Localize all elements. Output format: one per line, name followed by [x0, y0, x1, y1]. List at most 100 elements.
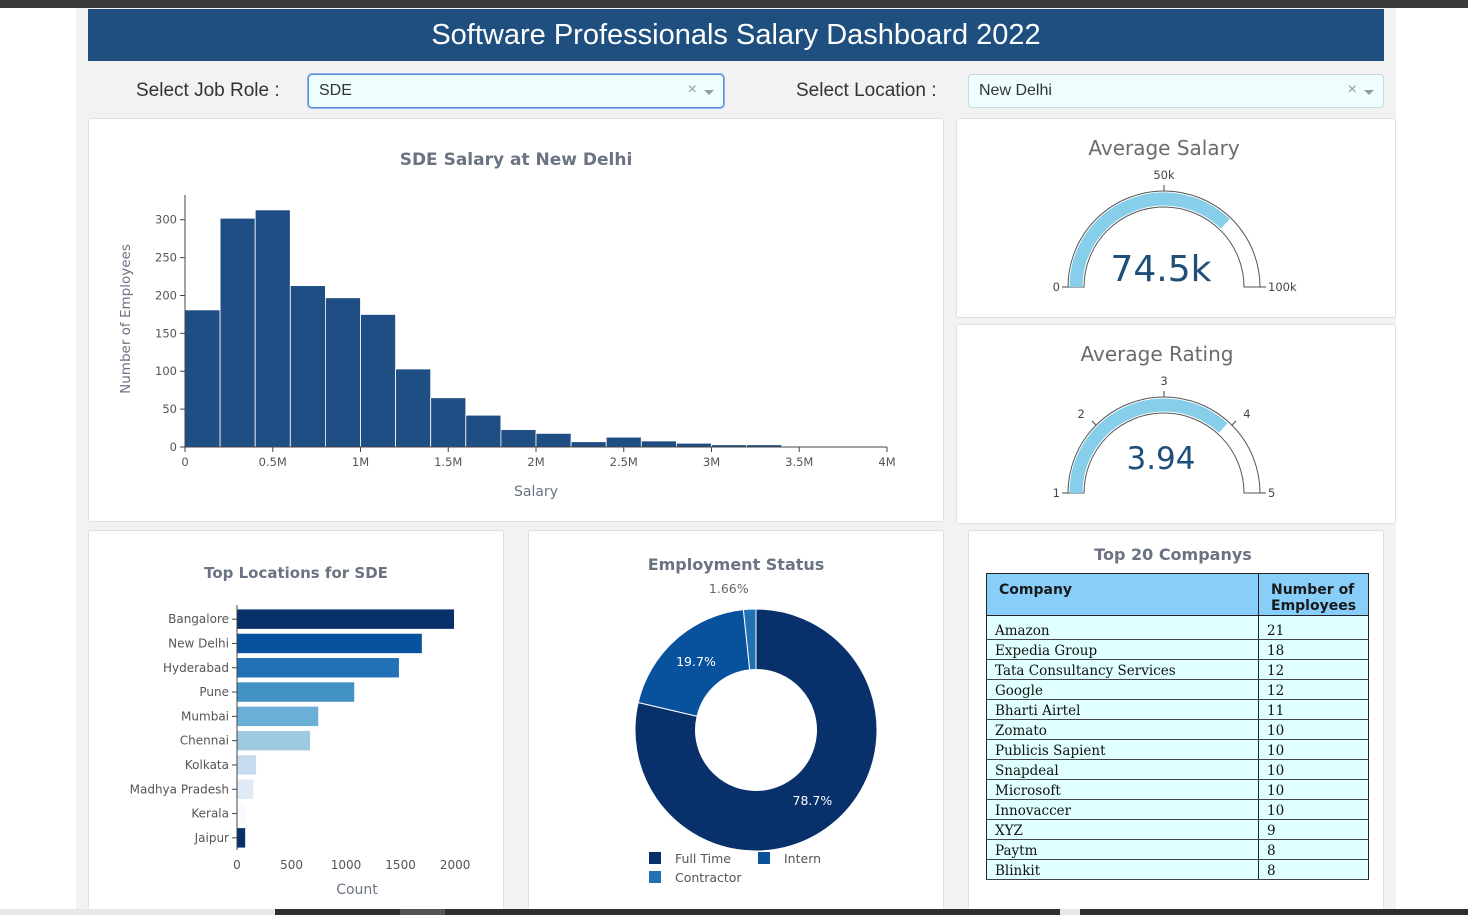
company-name-cell: Blinkit — [986, 859, 1259, 880]
company-column-header[interactable]: Company — [986, 573, 1259, 616]
dashboard-title: Software Professionals Salary Dashboard … — [88, 9, 1384, 61]
location-category-label: Kerala — [191, 807, 229, 821]
gauge-track — [1067, 396, 1261, 494]
location-bar[interactable] — [237, 828, 246, 848]
x-tick-label: 2M — [527, 455, 544, 469]
employee-count-cell: 10 — [1258, 719, 1369, 740]
job-role-value: SDE — [319, 82, 352, 99]
location-bar[interactable] — [237, 803, 247, 824]
donut-slice[interactable] — [637, 609, 751, 717]
legend-label[interactable]: Intern — [784, 851, 821, 866]
histogram-y-axis-label: Number of Employees — [118, 244, 134, 394]
y-tick-label: 250 — [155, 251, 177, 265]
window-top-strip — [0, 0, 1468, 8]
histogram-bar[interactable] — [254, 209, 291, 448]
gauge-track — [1067, 190, 1261, 288]
location-bar[interactable] — [237, 755, 257, 775]
histogram-bar[interactable] — [324, 297, 361, 448]
location-bar[interactable] — [237, 706, 319, 727]
histogram-bar[interactable] — [570, 441, 607, 448]
location-clear-icon[interactable]: × — [1347, 81, 1357, 98]
gauge-tick-label: 0 — [1053, 280, 1060, 294]
table-row: Snapdeal 10 — [986, 759, 1369, 780]
y-tick-label: 200 — [155, 288, 177, 302]
job-role-label: Select Job Role : — [136, 80, 280, 101]
legend-swatch[interactable] — [649, 871, 661, 883]
histogram-bar[interactable] — [430, 397, 467, 448]
employee-count-cell: 18 — [1258, 639, 1369, 660]
y-tick-label: 50 — [162, 402, 177, 416]
histogram-bar[interactable] — [219, 217, 256, 448]
table-row: Publicis Sapient 10 — [986, 739, 1369, 760]
employee-count-cell: 10 — [1258, 759, 1369, 780]
gauge-tick-label: 50k — [1153, 168, 1175, 182]
histogram-bar[interactable] — [360, 314, 396, 448]
top-companies-table: Company Number of Employees Amazon 21 Exped… — [986, 573, 1369, 880]
top-locations-card: Top Locations for SDE Count Bangalore New… — [88, 530, 504, 909]
legend-label[interactable]: Contractor — [675, 870, 742, 885]
x-tick-label: 0 — [181, 455, 188, 469]
location-dropdown[interactable]: New Delhi × — [968, 74, 1384, 108]
location-bar[interactable] — [237, 658, 399, 678]
table-row: Blinkit 8 — [986, 859, 1369, 880]
employees-header-line1: Number of — [1271, 582, 1355, 598]
histogram-bar[interactable] — [289, 285, 326, 448]
average-salary-value: 74.5k — [1110, 249, 1211, 290]
y-tick-label: 150 — [155, 326, 177, 340]
gauge-tick-label: 1 — [1053, 486, 1060, 500]
location-bar[interactable] — [237, 682, 355, 702]
employee-count-cell: 8 — [1258, 859, 1369, 880]
location-value: New Delhi — [979, 82, 1052, 99]
company-name-cell: Microsoft — [986, 779, 1259, 800]
x-tick-label: 1M — [352, 455, 369, 469]
table-row: Amazon 21 — [986, 615, 1369, 640]
location-bar[interactable] — [237, 609, 455, 629]
donut-slice-label: 78.7% — [793, 793, 833, 808]
location-bar[interactable] — [237, 779, 254, 799]
histogram-bar[interactable] — [676, 442, 712, 448]
histogram-bar[interactable] — [395, 368, 432, 448]
histogram-bar[interactable] — [640, 440, 677, 448]
x-tick-label: 1.5M — [434, 455, 462, 469]
x-tick-label: 2.5M — [610, 455, 638, 469]
histogram-bar[interactable] — [535, 432, 572, 448]
company-name-cell: Publicis Sapient — [986, 739, 1259, 760]
employee-count-cell: 12 — [1258, 659, 1369, 680]
y-tick-label: 0 — [170, 440, 177, 454]
company-name-cell: Snapdeal — [986, 759, 1259, 780]
x-tick-label: 1500 — [385, 858, 416, 872]
company-name-cell: Bharti Airtel — [986, 699, 1259, 720]
location-category-label: Chennai — [180, 734, 229, 748]
employee-count-cell: 10 — [1258, 739, 1369, 760]
donut-slice-label: 19.7% — [676, 654, 716, 669]
donut-slice[interactable] — [634, 608, 878, 852]
average-rating-gauge: Average Rating 1 2 3 4 5 3.94 — [1053, 342, 1276, 500]
histogram-bar[interactable] — [605, 436, 642, 448]
x-tick-label: 1000 — [331, 858, 362, 872]
location-category-label: New Delhi — [168, 636, 229, 650]
average-salary-gauge: Average Salary 0 50k 100k 74.5k — [1053, 136, 1297, 294]
job-role-clear-icon[interactable]: × — [687, 81, 697, 98]
legend-swatch[interactable] — [649, 852, 661, 864]
histogram-bar[interactable] — [184, 309, 221, 448]
donut-slice[interactable] — [742, 608, 757, 671]
table-row: Expedia Group 18 — [986, 639, 1369, 660]
gauge-tick-label: 2 — [1077, 407, 1084, 421]
gauge-tick — [1091, 420, 1097, 426]
employees-column-header[interactable]: Number of Employees — [1258, 573, 1369, 616]
x-tick-label: 500 — [280, 858, 303, 872]
location-bar[interactable] — [237, 633, 422, 654]
histogram-bar[interactable] — [500, 429, 537, 448]
job-role-chevron-down-icon[interactable] — [704, 90, 714, 95]
company-name-cell: Amazon — [986, 615, 1259, 640]
legend-swatch[interactable] — [758, 852, 770, 864]
location-bar[interactable] — [237, 730, 311, 751]
average-rating-value: 3.94 — [1126, 441, 1195, 477]
location-chevron-down-icon[interactable] — [1364, 90, 1374, 95]
top-locations-chart: Top Locations for SDE Count Bangalore New… — [130, 564, 471, 898]
location-category-label: Kolkata — [185, 758, 229, 772]
legend-label[interactable]: Full Time — [675, 851, 731, 866]
table-row: XYZ 9 — [986, 819, 1369, 840]
histogram-bar[interactable] — [465, 414, 502, 448]
job-role-dropdown[interactable]: SDE × — [308, 74, 724, 108]
